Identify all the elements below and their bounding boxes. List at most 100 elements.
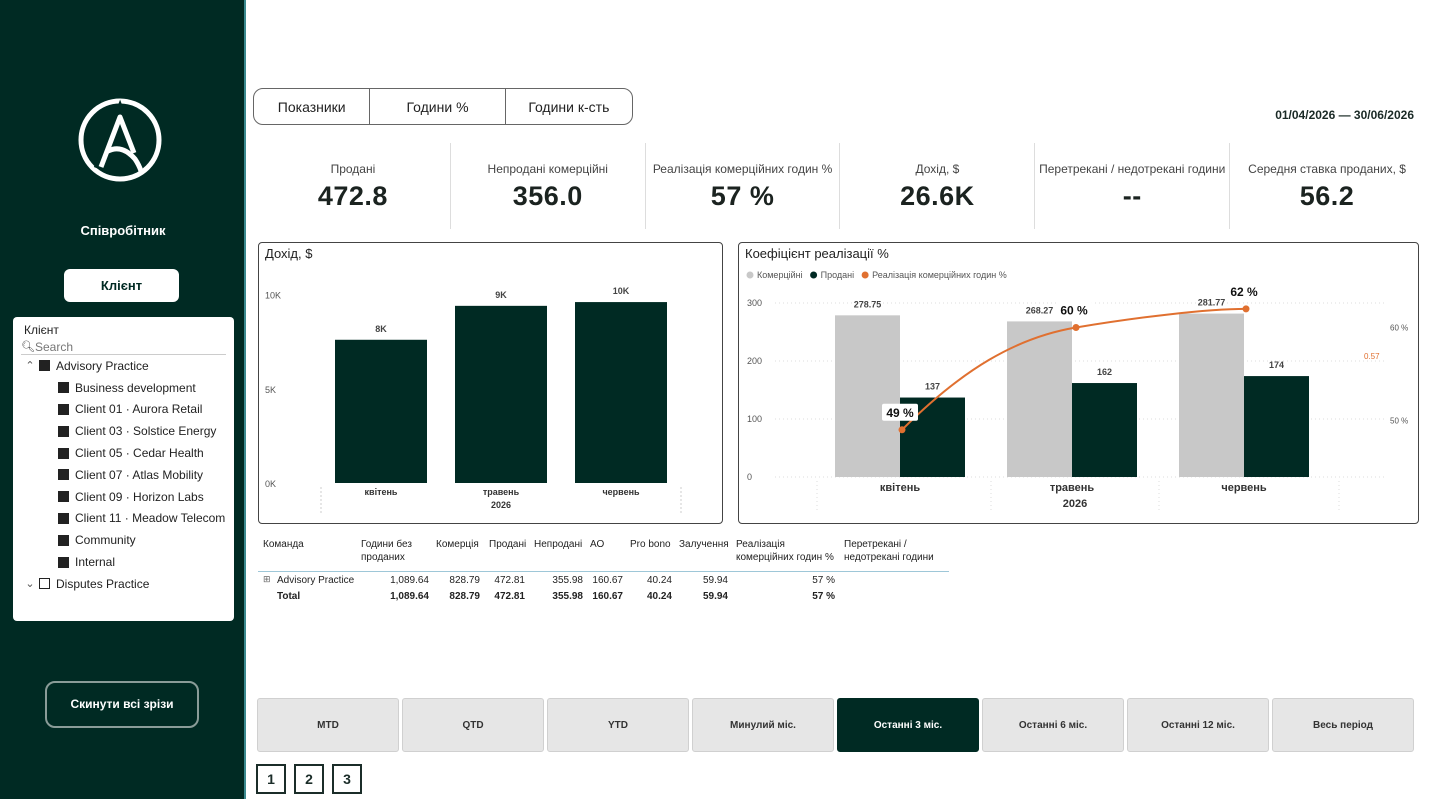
slicer-item[interactable]: Client 03 · Solstice Energy: [21, 420, 226, 442]
matrix-cell: 160.67: [592, 575, 623, 586]
matrix-column-header[interactable]: Години без проданих: [361, 538, 412, 564]
period-button[interactable]: Останні 12 міс.: [1127, 698, 1269, 752]
tab-hours-count[interactable]: Години к-сть: [528, 98, 610, 115]
page-button[interactable]: 2: [294, 764, 324, 794]
legend-entry: Продані: [821, 270, 855, 280]
checkbox[interactable]: [58, 469, 69, 481]
kpi-label: Перетрекані / недотрекані години: [1039, 162, 1226, 176]
checkbox[interactable]: [58, 425, 69, 437]
header-line: АО: [590, 539, 605, 550]
company-logo: [78, 98, 162, 182]
matrix-column-header[interactable]: Продані: [489, 538, 526, 551]
period-button[interactable]: Останні 3 міс.: [837, 698, 979, 752]
chevron-down-icon[interactable]: ⌄: [25, 578, 35, 591]
slicer-item[interactable]: Client 11 · Meadow Telecom: [21, 508, 226, 530]
header-line: недотрекані години: [844, 552, 934, 563]
period-button[interactable]: Останні 6 міс.: [982, 698, 1124, 752]
slicer-item[interactable]: Client 09 · Horizon Labs: [21, 486, 226, 508]
revenue-bar[interactable]: [335, 339, 427, 483]
matrix-cell: 828.79: [449, 575, 480, 586]
matrix-column-header[interactable]: Команда: [263, 538, 304, 551]
header-line: Перетрекані /: [844, 539, 907, 550]
checkbox[interactable]: [58, 382, 69, 394]
matrix-cell: 355.98: [552, 591, 583, 602]
data-label: 162: [1097, 367, 1112, 377]
data-label: 281.77: [1198, 298, 1226, 308]
matrix-column-header[interactable]: Реалізація комерційних годин %: [736, 538, 834, 564]
slicer-item-label: Internal: [75, 555, 116, 570]
slicer-group[interactable]: ⌃ Advisory Practice: [21, 355, 226, 377]
reset-filters-button[interactable]: Скинути всі зрізи: [45, 681, 199, 728]
checkbox[interactable]: [58, 556, 69, 568]
header-line: Команда: [263, 539, 304, 550]
view-tabs: Показники Години % Години к-сть: [253, 88, 633, 125]
chevron-up-icon[interactable]: ⌃: [25, 360, 35, 373]
period-button[interactable]: YTD: [547, 698, 689, 752]
period-buttons: MTD QTD YTD Минулий міс. Останні 3 міс. Остан…: [257, 698, 1414, 752]
checkbox[interactable]: [58, 403, 69, 415]
legend-marker: [746, 271, 754, 279]
line-point[interactable]: [1242, 305, 1250, 313]
expand-icon[interactable]: ⊞: [263, 574, 271, 584]
slicer-item[interactable]: Community: [21, 529, 226, 551]
slicer-item[interactable]: Business development: [21, 377, 226, 399]
tab-indicators[interactable]: Показники: [254, 89, 371, 124]
matrix-column-header[interactable]: АО: [590, 538, 604, 551]
header-line: Години без: [361, 539, 412, 550]
sold-bar[interactable]: [1244, 376, 1309, 477]
matrix-column-header[interactable]: Перетрекані / недотрекані години: [844, 538, 934, 564]
period-button[interactable]: MTD: [257, 698, 399, 752]
x-tick-label: червень: [602, 487, 640, 497]
checkbox[interactable]: [58, 512, 69, 524]
line-point[interactable]: [898, 426, 906, 434]
matrix-column-header[interactable]: Комерція: [436, 538, 479, 551]
checkbox[interactable]: [58, 534, 69, 546]
line-point[interactable]: [1072, 324, 1080, 331]
revenue-bar[interactable]: [455, 305, 547, 483]
matrix-column-header[interactable]: Залучення: [679, 538, 729, 551]
header-line: проданих: [361, 552, 405, 563]
header-line: Pro bono: [630, 539, 671, 550]
x-tick-label: квітень: [365, 487, 398, 497]
matrix-column-header[interactable]: Непродані: [534, 538, 582, 551]
reference-label: 0.57: [1364, 352, 1380, 361]
revenue-bar[interactable]: [575, 302, 667, 483]
line-data-label: 49 %: [886, 406, 914, 420]
line-data-label: 60 %: [1060, 304, 1088, 318]
tab-hours-percent[interactable]: Години %: [370, 89, 506, 124]
commercial-bar[interactable]: [835, 315, 900, 477]
matrix-column-header[interactable]: Pro bono: [630, 538, 671, 551]
page-button[interactable]: 1: [256, 764, 286, 794]
data-label: 8K: [375, 324, 387, 334]
client-filter-button[interactable]: Клієнт: [64, 269, 179, 302]
slicer-group[interactable]: ⌄ Disputes Practice: [21, 573, 226, 595]
kpi-label: Дохід, $: [915, 162, 960, 176]
kpi-realization: Реалізація комерційних годин % 57 %: [646, 143, 841, 229]
slicer-item[interactable]: Client 05 · Cedar Health: [21, 442, 226, 464]
checkbox[interactable]: [39, 360, 50, 372]
kpi-value: 57 %: [710, 181, 775, 211]
sold-bar[interactable]: [1072, 383, 1137, 477]
checkbox[interactable]: [58, 447, 69, 459]
slicer-list: ⌃ Advisory Practice Business development Cl…: [21, 355, 226, 595]
kpi-over-under-tracked: Перетрекані / недотрекані години --: [1035, 143, 1231, 229]
revenue-chart-panel: Дохід, $ 0K 5K 10K 8K квітень 9K травень 10K чер…: [258, 242, 723, 524]
y-tick-label: 0: [747, 472, 752, 482]
commercial-bar[interactable]: [1007, 321, 1072, 477]
data-label: 278.75: [854, 299, 882, 309]
slicer-item[interactable]: Client 07 · Atlas Mobility: [21, 464, 226, 486]
slicer-search-input[interactable]: 🔍︎ Search: [21, 339, 226, 355]
slicer-item[interactable]: Internal: [21, 551, 226, 573]
checkbox[interactable]: [39, 578, 50, 590]
checkbox[interactable]: [58, 491, 69, 503]
kpi-value: 26.6K: [900, 181, 975, 211]
page-button[interactable]: 3: [332, 764, 362, 794]
chart-title: Дохід, $: [265, 246, 313, 261]
matrix-cell: 59.94: [702, 591, 728, 602]
commercial-bar[interactable]: [1179, 313, 1244, 477]
period-button[interactable]: Минулий міс.: [692, 698, 834, 752]
period-button[interactable]: Весь період: [1272, 698, 1414, 752]
slicer-item[interactable]: Client 01 · Aurora Retail: [21, 399, 226, 421]
period-button[interactable]: QTD: [402, 698, 544, 752]
